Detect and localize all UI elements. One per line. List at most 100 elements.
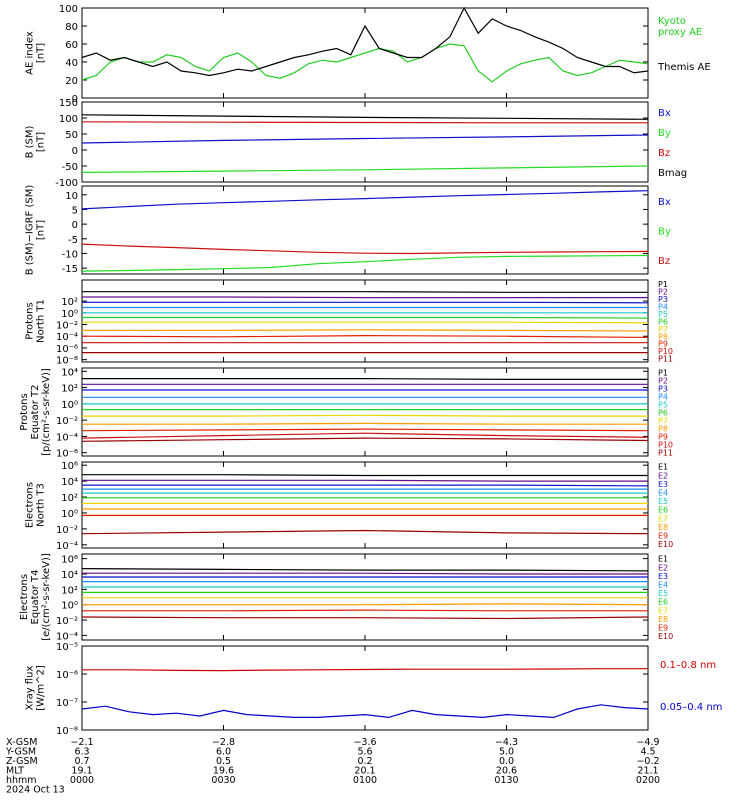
ephemeris-value: 0030	[211, 775, 235, 786]
legend-label: P9	[658, 340, 668, 349]
legend-label: By	[658, 128, 671, 139]
ephemeris-value: 21.1	[637, 766, 658, 777]
series-line-e2	[82, 572, 648, 575]
legend-label: 0.1–0.8 nm	[660, 660, 716, 671]
legend-label: E5	[658, 497, 668, 506]
ephemeris-value: −0.2	[636, 756, 659, 767]
panel-frame-protons_equator	[81, 367, 649, 457]
ephemeris-value: 19.1	[71, 766, 92, 777]
legend-label: E10	[658, 540, 673, 549]
legend-label: E2	[658, 471, 668, 480]
ephemeris-value: 19.6	[213, 766, 234, 777]
series-line-by	[81, 165, 649, 173]
series-line-bx	[81, 190, 649, 210]
y-tick-label: 10⁻²	[56, 321, 78, 332]
legend-label: P5	[658, 310, 668, 319]
series-line-e8	[82, 603, 649, 606]
legend-label: P11	[658, 448, 673, 457]
legend-label: P11	[658, 355, 673, 364]
y-tick-label: 10⁻⁵	[56, 642, 78, 653]
panel-frame-xray	[81, 645, 649, 731]
y-axis-label: [e/(cm²-s-sr-keV)]	[41, 553, 52, 641]
legend-label: Kyoto	[658, 16, 686, 27]
series-line-bmag	[81, 114, 649, 120]
ephemeris-value: 0.7	[74, 756, 89, 767]
series-line-p7	[82, 321, 649, 324]
y-tick-label: -10	[62, 249, 78, 260]
y-tick-label: 10⁴	[61, 570, 78, 581]
y-tick-label: 10⁻⁶	[56, 670, 78, 681]
legend-label: P7	[658, 325, 668, 334]
y-tick-label: 10⁻⁴	[56, 541, 78, 552]
y-tick-label: 0	[72, 146, 78, 157]
legend-label: P8	[658, 332, 668, 341]
ephemeris-value: 20.1	[354, 766, 375, 777]
series-line-0-1-0-8-nm	[82, 668, 648, 672]
y-tick-label: -5	[68, 235, 78, 246]
ephemeris-value: −4.3	[495, 737, 518, 748]
legend-label: P10	[658, 440, 673, 449]
legend-label: P3	[658, 295, 668, 304]
legend-label: E4	[658, 489, 668, 498]
series-line-e1	[82, 474, 648, 477]
ephemeris-value: 5.0	[499, 747, 514, 758]
legend-label: By	[658, 226, 671, 237]
ephemeris-row-name: Y-GSM	[5, 747, 36, 758]
ephemeris-value: −2.8	[212, 737, 235, 748]
legend-label: E8	[658, 615, 668, 624]
ephemeris-value: −3.6	[353, 737, 376, 748]
y-tick-label: 10⁻⁴	[56, 332, 78, 343]
y-tick-label: 0	[72, 220, 78, 231]
legend-label: P5	[658, 400, 668, 409]
series-line-bz	[81, 243, 649, 255]
y-tick-label: 10⁻⁴	[56, 432, 78, 443]
y-tick-label: -100	[55, 178, 78, 189]
y-axis-label: [nT]	[36, 43, 47, 63]
y-tick-label: 5	[72, 205, 78, 216]
y-axis-label: [nT]	[36, 220, 47, 240]
legend-label: E5	[658, 589, 668, 598]
ephemeris-row-name: Z-GSM	[6, 756, 38, 767]
y-tick-label: 100	[59, 114, 78, 125]
series-line-bx	[81, 134, 649, 144]
legend-label: Bmag	[658, 168, 687, 179]
series-line-p6	[82, 316, 649, 319]
y-tick-label: 10⁻⁶	[56, 449, 78, 460]
y-tick-label: 0	[72, 94, 78, 105]
y-axis-label: Electrons	[19, 574, 30, 620]
series-line-0-05-0-4-nm	[81, 704, 649, 719]
y-tick-label: 150	[59, 98, 78, 109]
ephemeris-value: −2.1	[70, 737, 93, 748]
ephemeris-value: 20.6	[496, 766, 517, 777]
y-tick-label: 50	[65, 130, 78, 141]
legend-label: 0.05–0.4 nm	[660, 702, 722, 713]
series-line-p11	[81, 437, 649, 442]
series-line-p3	[82, 301, 649, 304]
legend-label: E9	[658, 624, 668, 633]
ephemeris-value: −4.9	[636, 737, 659, 748]
legend-label: Bz	[658, 148, 670, 159]
y-tick-label: 10⁰	[61, 309, 78, 320]
legend-label: P4	[658, 302, 668, 311]
y-tick-label: 10⁴	[61, 367, 78, 378]
y-tick-label: 10⁻²	[56, 416, 78, 427]
legend-label: Themis AE	[657, 62, 711, 73]
y-tick-label: 10⁰	[61, 601, 78, 612]
series-line-p10	[81, 432, 649, 439]
y-axis-label: Equator T2	[30, 385, 41, 440]
ephemeris-value: 5.6	[357, 747, 372, 758]
y-axis-label: B (SM)	[25, 125, 36, 158]
legend-label: Bz	[658, 256, 670, 267]
y-tick-label: 10⁻²	[56, 525, 78, 536]
legend-label: E6	[658, 506, 668, 515]
y-tick-label: 10⁻⁶	[56, 344, 78, 355]
series-line-e9	[82, 609, 648, 612]
legend-label: E7	[658, 606, 668, 615]
y-axis-label: [W/m^2]	[36, 665, 47, 711]
ephemeris-value: 0100	[353, 775, 377, 786]
legend-label: P3	[658, 384, 668, 393]
legend-label: P2	[658, 376, 668, 385]
y-tick-label: 10	[65, 191, 78, 202]
date-label: 2024 Oct 13	[6, 785, 65, 796]
